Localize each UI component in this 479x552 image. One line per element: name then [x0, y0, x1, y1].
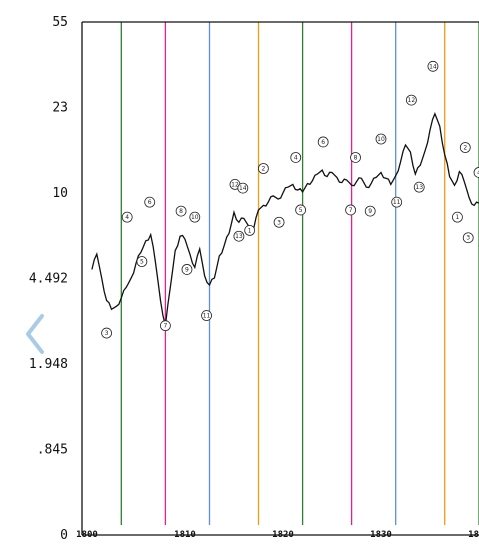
annotation-marker: 14: [237, 182, 249, 194]
x-tick-label: 1820: [272, 530, 294, 540]
annotation-marker: 10: [189, 211, 201, 223]
y-tick-label: 4.492: [29, 272, 68, 287]
annotation-marker: 12: [405, 94, 417, 106]
annotation-label: 6: [148, 199, 152, 206]
annotation-label: 2: [463, 145, 467, 152]
x-tick-label: 1830: [370, 530, 392, 540]
chevron-left-icon[interactable]: [22, 312, 50, 356]
annotation-label: 7: [349, 207, 353, 214]
annotation-label: 13: [415, 184, 423, 191]
annotation-label: 4: [294, 154, 298, 161]
y-tick-label: 0: [60, 528, 68, 543]
annotation-marker: 8: [175, 205, 187, 217]
annotation-label: 3: [466, 235, 470, 242]
annotation-marker: 13: [233, 230, 245, 242]
annotation-marker: 7: [345, 204, 357, 216]
annotation-label: 1: [248, 227, 252, 234]
annotation-label: 5: [299, 207, 303, 214]
annotation-label: 3: [105, 330, 109, 337]
annotation-marker: 10: [375, 133, 387, 145]
annotation-label: 14: [239, 185, 247, 192]
annotation-label: 9: [185, 266, 189, 273]
annotation-marker: 8: [350, 152, 361, 163]
annotation-label: 11: [203, 313, 211, 320]
annotation-marker: 4: [473, 167, 479, 178]
annotation-label: 4: [477, 169, 479, 176]
annotation-label: 3: [277, 219, 281, 226]
y-axis-ticks: 55 23 10 4.492 1.948 .845 0: [29, 15, 68, 543]
annotation-label: 12: [408, 97, 416, 104]
annotation-marker: 7: [159, 320, 171, 332]
x-tick-label: 1810: [174, 530, 196, 540]
annotation-label: 8: [354, 154, 358, 161]
annotation-label: 14: [429, 63, 437, 70]
annotation-marker: 1: [452, 211, 463, 223]
annotation-marker: 2: [459, 142, 471, 153]
series-line: [91, 112, 479, 326]
annotation-marker: 5: [136, 256, 148, 267]
annotation-marker: 11: [201, 310, 212, 321]
annotation-marker: 6: [144, 196, 156, 208]
annotation-marker: 9: [181, 264, 193, 275]
annotation-marker: 13: [413, 181, 425, 193]
annotation-marker: 5: [295, 204, 307, 216]
x-tick-label: 1800: [76, 530, 98, 540]
annotation-label: 4: [125, 214, 129, 221]
annotation-label: 6: [321, 139, 325, 146]
y-tick-label: 23: [52, 101, 68, 116]
x-axis-ticks: 1800 1810 1820 1830 1840: [76, 530, 479, 540]
annotation-marker: 6: [317, 136, 329, 148]
annotation-label: 11: [393, 199, 401, 206]
annotation-marker: 9: [364, 205, 376, 217]
vertical-marker-lines: [120, 22, 479, 525]
annotation-marker: 14: [427, 60, 439, 72]
annotation-marker: 3: [462, 232, 474, 244]
annotation-marker: 3: [101, 327, 112, 339]
annotation-label: 2: [261, 165, 265, 172]
y-tick-label: 55: [52, 15, 68, 30]
annotation-marker: 1: [244, 225, 256, 236]
annotation-label: 1: [456, 214, 460, 221]
y-tick-label: .845: [37, 443, 68, 458]
annotation-label: 7: [163, 323, 167, 330]
annotation-marker: 4: [121, 211, 133, 223]
annotation-marker: 4: [290, 152, 302, 163]
annotation-label: 5: [140, 259, 144, 266]
annotation-marker: 2: [257, 163, 269, 174]
y-tick-label: 10: [52, 186, 68, 201]
annotation-label: 12: [231, 181, 239, 188]
annotation-marker: 3: [273, 216, 285, 228]
annotation-label: 13: [235, 233, 243, 240]
annotations: 3456789101112141312345678910111213142134: [101, 60, 479, 339]
annotation-label: 10: [377, 136, 385, 143]
annotation-label: 10: [191, 214, 199, 221]
annotation-label: 9: [368, 208, 372, 215]
annotation-label: 8: [179, 208, 183, 215]
y-tick-label: 1.948: [29, 357, 68, 372]
annotation-marker: 11: [391, 196, 403, 208]
x-tick-label: 1840: [468, 530, 479, 540]
